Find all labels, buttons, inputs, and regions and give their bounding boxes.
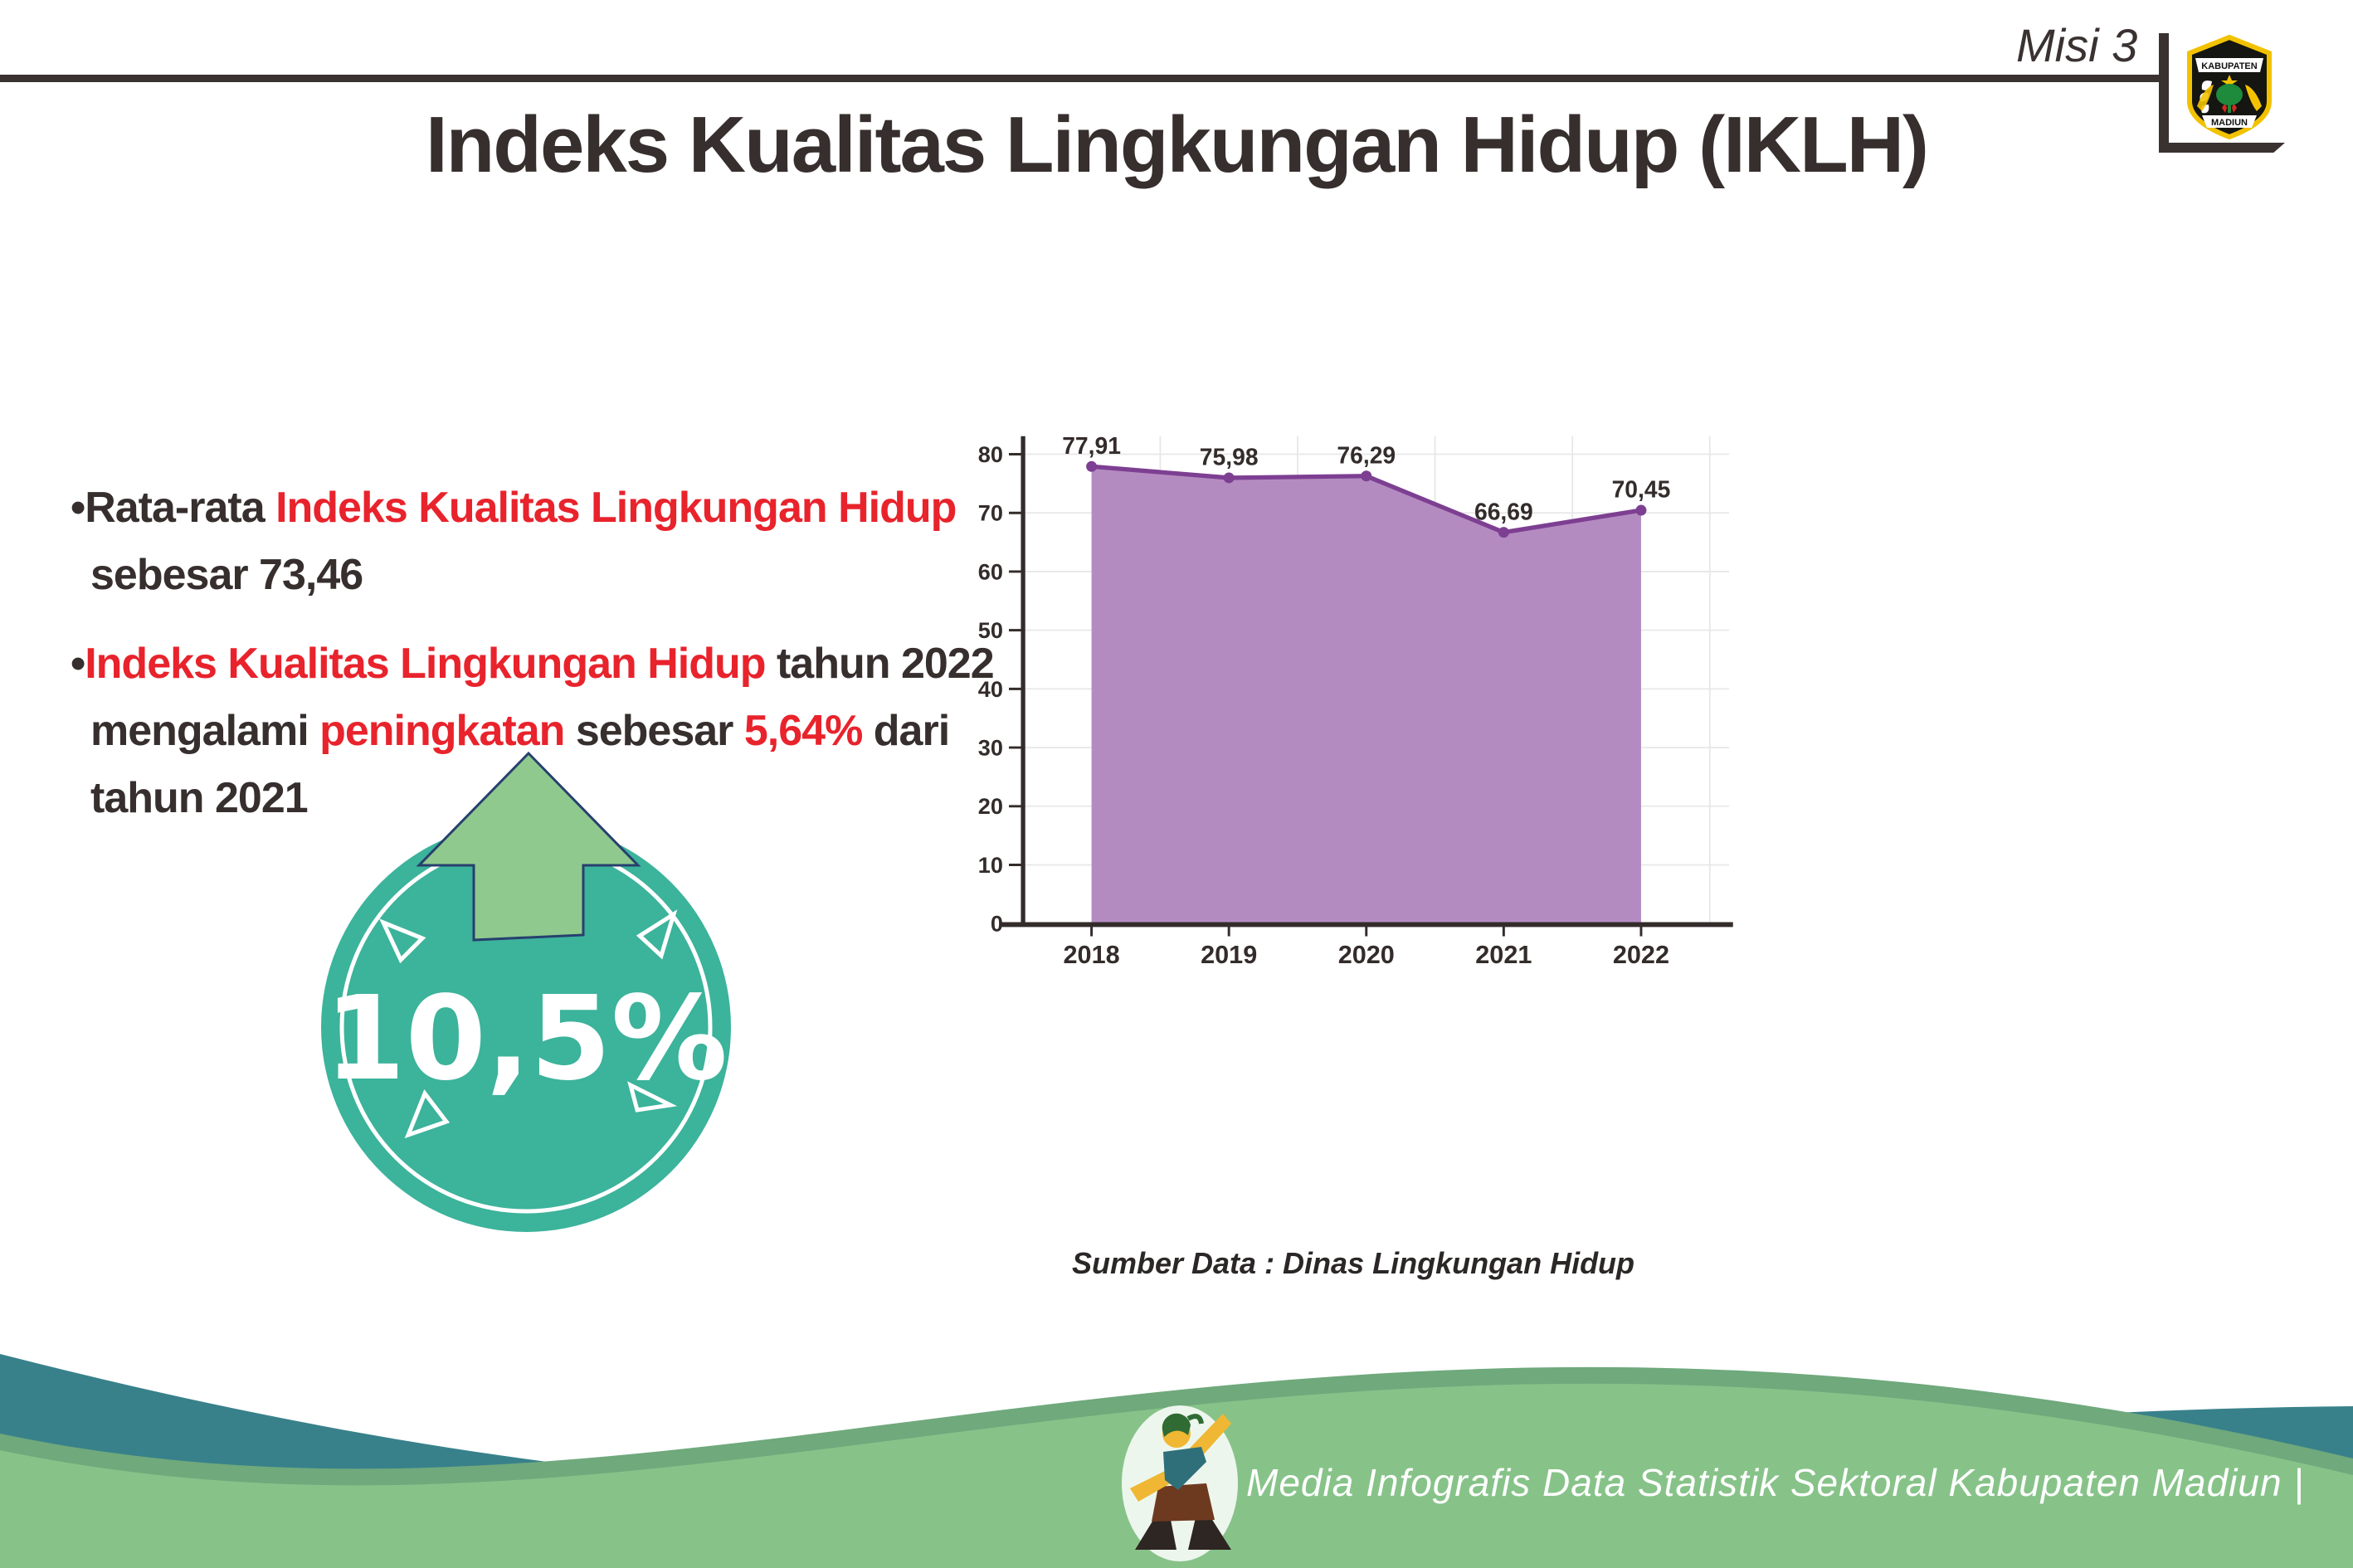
text-span-dark: sebesar — [564, 707, 744, 755]
text-span-red: peningkatan — [319, 707, 565, 755]
logo-bottom-text: MADIUN — [2211, 118, 2248, 128]
logo-bottom-ribbon — [2202, 115, 2257, 128]
text-span-red: Indeks Kualitas Lingkungan Hidup — [85, 640, 766, 688]
kabupaten-madiun-logo: KABUPATEN MADIUN — [2187, 35, 2272, 139]
x-tick-label: 2018 — [1064, 941, 1120, 969]
text-span-dark: dari — [862, 707, 950, 755]
misi-label: Misi 3 — [2016, 19, 2138, 71]
value-label: 70,45 — [1612, 476, 1671, 503]
up-arrow-icon — [416, 751, 641, 942]
x-tick-label: 2020 — [1338, 941, 1395, 969]
x-tick-label: 2022 — [1613, 941, 1669, 969]
data-point-2020 — [1361, 470, 1372, 482]
dancer-mascot-icon — [1122, 1405, 1238, 1561]
y-tick-label: 20 — [978, 793, 1003, 819]
x-tick-label: 2021 — [1475, 941, 1532, 969]
bullet-line: sebesar 73,46 — [71, 542, 1016, 609]
y-tick-label: 10 — [978, 852, 1003, 878]
data-point-2022 — [1635, 504, 1647, 516]
logo-top-text: KABUPATEN — [2201, 61, 2257, 71]
value-label: 75,98 — [1200, 444, 1259, 470]
text-span-red: Indeks Kualitas Lingkungan Hidup — [275, 484, 957, 532]
logo-tree-icon — [2216, 84, 2243, 105]
logo-right-wing-icon — [2245, 85, 2262, 111]
page-title: Indeks Kualitas Lingkungan Hidup (IKLH) — [425, 100, 1929, 189]
logo-top-banner — [2195, 58, 2263, 72]
source-note: Sumber Data : Dinas Lingkungan Hidup — [1072, 1246, 1635, 1280]
bullet-line: tahun 2021 — [71, 765, 1016, 832]
text-span-dark: tahun 2022 — [765, 640, 995, 688]
value-label: 66,69 — [1474, 498, 1533, 524]
area-fill — [1091, 466, 1641, 926]
increase-badge: 10,5% — [321, 751, 731, 1232]
text-span-dark: mengalami — [90, 707, 320, 755]
logo-frame-horizontal — [2159, 143, 2285, 153]
value-label: 76,29 — [1337, 441, 1396, 468]
y-tick-label: 80 — [978, 441, 1003, 467]
bullet-item-1: •Rata-rata Indeks Kualitas Lingkungan Hi… — [71, 475, 1016, 609]
sparkle-triangle-sw — [404, 1088, 451, 1139]
sparkle-triangle-ne — [636, 909, 678, 960]
y-tick-label: 30 — [978, 735, 1003, 761]
bullet-list: •Rata-rata Indeks Kualitas Lingkungan Hi… — [71, 475, 1016, 854]
data-point-2019 — [1223, 472, 1235, 484]
header-rule — [0, 75, 2165, 82]
iklh-area-chart: 0 10 20 30 40 50 60 70 80 2018 2019 2020 2021 2022 77,… — [978, 432, 1733, 969]
y-tick-label: 60 — [978, 558, 1003, 584]
data-point-2018 — [1086, 460, 1098, 472]
data-point-2021 — [1498, 527, 1509, 538]
y-tick-label: 0 — [991, 911, 1003, 937]
text-span-dark: sebesar 73,46 — [90, 551, 363, 599]
text-span-dark: tahun 2021 — [90, 774, 309, 822]
y-tick-label: 70 — [978, 500, 1003, 526]
x-tick-label: 2019 — [1201, 941, 1257, 969]
logo-flame-right-icon — [2232, 105, 2237, 113]
logo-tree-trunk — [2228, 101, 2231, 113]
sparkle-triangle-nw — [379, 918, 426, 964]
badge-percent: 10,5% — [324, 971, 728, 1107]
logo-flame-left-icon — [2222, 105, 2227, 113]
y-tick-label: 40 — [978, 676, 1003, 702]
footer-waves — [0, 1354, 2353, 1568]
bullet-line: •Rata-rata Indeks Kualitas Lingkungan Hi… — [71, 475, 1016, 542]
y-tick-label: 50 — [978, 617, 1003, 643]
footer-credit: Media Infografis Data Statistik Sektoral… — [1246, 1461, 2305, 1504]
text-span-dark: • — [71, 640, 85, 688]
logo-left-wing-icon — [2197, 85, 2214, 111]
logo-frame-vertical — [2159, 33, 2169, 153]
text-span-dark: •Rata-rata — [71, 484, 276, 532]
bullet-item-2: •Indeks Kualitas Lingkungan Hidup tahun … — [71, 631, 1016, 832]
bullet-line: •Indeks Kualitas Lingkungan Hidup tahun … — [71, 631, 1016, 698]
sparkle-triangle-se — [627, 1081, 678, 1113]
text-span-red: 5,64% — [743, 707, 863, 755]
bullet-line: mengalami peningkatan sebesar 5,64% dari — [71, 698, 1016, 765]
value-label: 77,91 — [1062, 432, 1121, 459]
